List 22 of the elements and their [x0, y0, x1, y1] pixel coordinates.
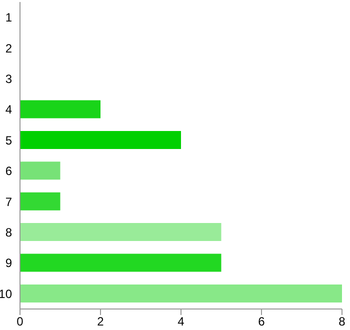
bar [20, 254, 222, 272]
bar [20, 130, 181, 149]
x-tick-label: 4 [178, 314, 185, 329]
bar [20, 162, 60, 180]
y-tick-label: 2 [5, 41, 12, 56]
y-tick-label: 7 [5, 194, 12, 209]
y-tick-label: 3 [5, 72, 12, 86]
y-tick-label: 5 [5, 133, 12, 148]
x-tick-label: 2 [97, 314, 104, 329]
bar [20, 223, 222, 242]
bar [20, 284, 342, 302]
y-tick-label: 8 [5, 226, 12, 240]
x-tick-label: 0 [16, 314, 24, 329]
y-tick-label: 9 [5, 256, 12, 270]
x-tick-label: 8 [338, 314, 346, 329]
bar [20, 192, 60, 210]
y-tick-label: 1 [5, 10, 12, 25]
y-tick-label: 6 [5, 164, 12, 178]
y-tick-label: 4 [5, 102, 12, 117]
x-tick-label: 6 [258, 314, 266, 329]
bar [20, 100, 100, 118]
y-tick-label: 10 [0, 286, 12, 301]
